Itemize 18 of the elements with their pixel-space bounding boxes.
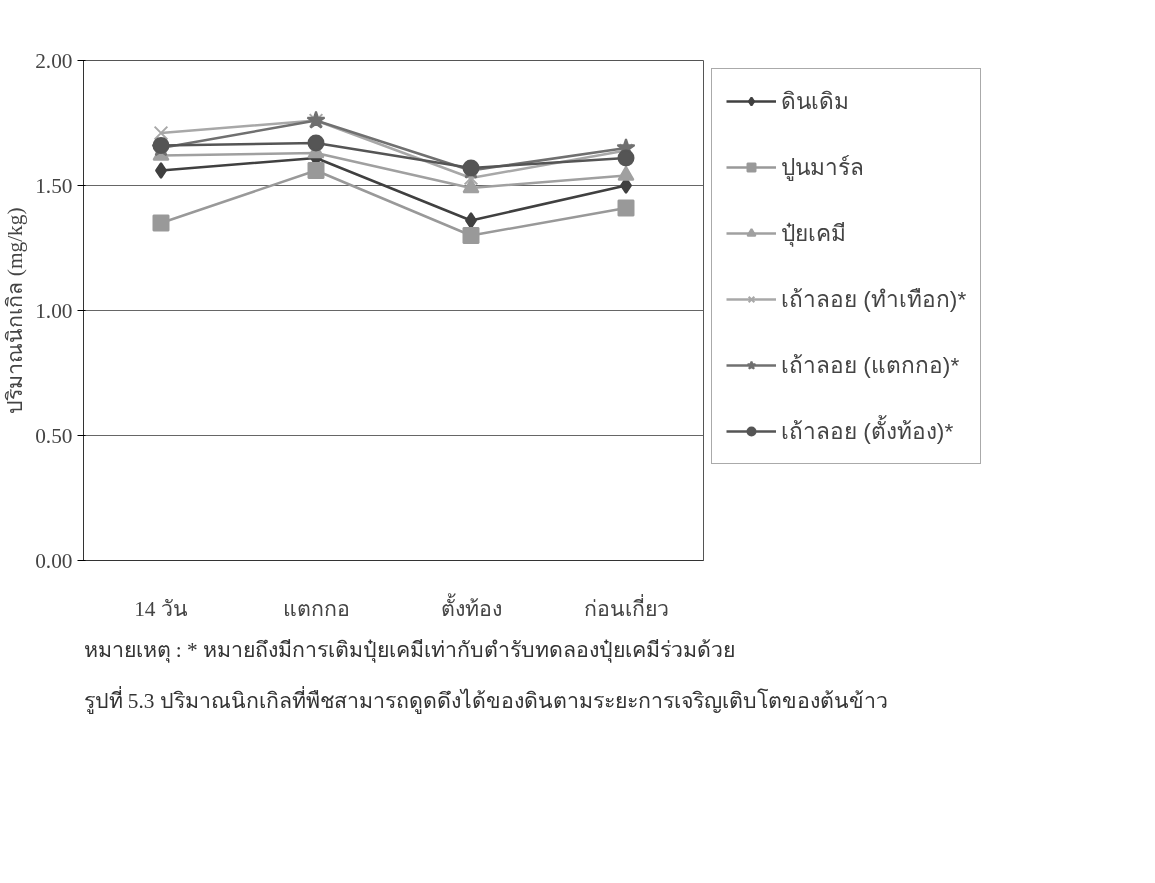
- y-axis-title: ปริมาณนิกเกิล (mg/kg): [3, 207, 28, 414]
- x-tick-label: ก่อนเกี่ยว: [583, 593, 669, 621]
- legend-label: เถ้าลอย (ตั้งท้อง)*: [781, 414, 954, 446]
- x-tick-label: ตั้งท้อง: [440, 592, 502, 621]
- legend-label: ปูนมาร์ล: [781, 153, 864, 183]
- legend-label: ดินเดิม: [781, 87, 849, 116]
- y-tick-label: 0.00: [35, 548, 73, 573]
- y-tick-label: 1.50: [35, 173, 73, 198]
- legend-label: เถ้าลอย (แตกกอ)*: [781, 351, 960, 380]
- legend-label: ปุ๋ยเคมี: [781, 219, 846, 249]
- text: รูปที่ 5.3 ปริมาณนิกเกิลที่พืชสามารถดูดดึงได้ของดินตามระยะการเจริญเติบโตของต้นข้าว: [83, 686, 888, 714]
- y-tick-label: 0.50: [35, 423, 73, 448]
- y-tick-label: 2.00: [35, 48, 73, 73]
- y-tick-label: 1.00: [35, 298, 73, 323]
- x-tick-label: 14 วัน: [134, 596, 188, 621]
- legend-label: เถ้าลอย (ทำเทือก)*: [781, 285, 967, 314]
- x-tick-label: แตกกอ: [282, 596, 350, 621]
- text: หมายเหตุ : * หมายถึงมีการเติมปุ๋ยเคมีเท่ากับตำรับทดลองปุ๋ยเคมีร่วมด้วย: [83, 638, 736, 663]
